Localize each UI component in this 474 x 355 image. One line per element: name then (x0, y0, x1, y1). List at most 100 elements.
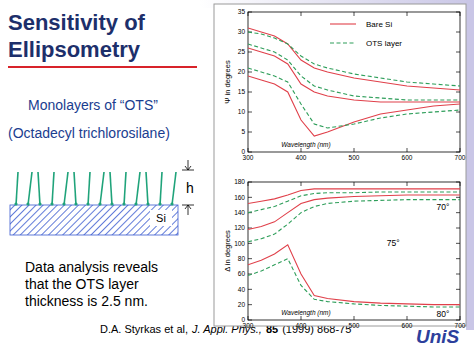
chart: 300400500600700020406080100120140160180Δ… (223, 178, 466, 329)
y-tick (456, 274, 460, 275)
series-line (248, 44, 460, 100)
series-line (248, 195, 460, 230)
molecule-head (26, 202, 29, 205)
title: Sensitivity ofEllipsometry (8, 10, 146, 62)
y-tick (248, 112, 252, 113)
molecule (64, 172, 68, 205)
height-label: h (186, 180, 194, 196)
y-tick (248, 289, 252, 290)
x-tick (407, 316, 408, 320)
y-tick-label: 120 (234, 224, 245, 231)
y-tick (456, 197, 460, 198)
series-line (248, 259, 460, 307)
y-tick (248, 320, 252, 321)
series-line (248, 68, 460, 128)
x-tick (460, 12, 461, 16)
molecule-head (86, 202, 89, 205)
h-arrow (188, 205, 189, 215)
molecule-head (98, 202, 101, 205)
x-tick-label: 400 (296, 154, 307, 161)
x-tick-label: 600 (402, 322, 413, 329)
title-underline (8, 66, 197, 68)
x-axis-label: Wavelength (nm) (281, 141, 330, 149)
y-tick-label: 100 (234, 240, 245, 247)
h-arrow (188, 160, 189, 170)
y-tick (248, 258, 252, 259)
chart: 30040050060070005101520253035Ψ in degree… (223, 8, 466, 161)
conclusion-line: that the OTS layer (25, 276, 139, 292)
conclusion-line: Data analysis reveals (25, 259, 158, 275)
legend-swatch (330, 42, 356, 43)
y-tick (456, 258, 460, 259)
x-tick (248, 182, 249, 186)
y-tick-label: 20 (238, 301, 246, 308)
plot-frame (248, 12, 460, 152)
y-tick-label: 35 (238, 8, 246, 15)
x-tick-label: 700 (455, 154, 466, 161)
x-tick (407, 182, 408, 186)
legend-swatch (330, 23, 356, 24)
y-tick (456, 228, 460, 229)
annotation: 70° (437, 202, 450, 212)
title-line: Ellipsometry (8, 37, 141, 62)
conclusion-line: thickness is 2.5 nm. (25, 293, 148, 309)
y-tick (248, 182, 252, 183)
subtitle-detail: (Octadecyl trichlorosilane) (8, 125, 170, 141)
molecule (52, 172, 54, 205)
y-tick-label: 15 (238, 88, 246, 95)
x-tick-label: 500 (349, 322, 360, 329)
molecule (110, 172, 112, 205)
molecule (160, 172, 162, 205)
x-tick-label: 400 (296, 322, 307, 329)
y-tick (456, 52, 460, 53)
h-arrow (185, 166, 191, 170)
molecule (16, 172, 18, 205)
substrate (10, 205, 178, 235)
chart-panel (214, 4, 466, 326)
x-tick (354, 182, 355, 186)
y-tick (248, 243, 252, 244)
y-tick (456, 92, 460, 93)
x-tick (460, 182, 461, 186)
y-tick-label: 180 (234, 178, 245, 185)
y-tick-label: 30 (238, 28, 246, 35)
series-line (248, 200, 460, 242)
y-tick-label: 60 (238, 270, 246, 277)
y-tick (456, 32, 460, 33)
molecule-head (134, 202, 137, 205)
x-axis-label: Wavelength (nm) (281, 309, 330, 317)
side-band (466, 0, 474, 330)
molecule (136, 172, 140, 205)
molecule-head (62, 202, 65, 205)
molecule-head (122, 202, 125, 205)
x-tick (248, 148, 249, 152)
y-tick (456, 132, 460, 133)
y-tick (248, 72, 252, 73)
lines (248, 189, 460, 307)
lines (248, 28, 460, 136)
y-tick-label: 80 (238, 255, 246, 262)
y-tick (456, 12, 460, 13)
legend-label: Bare Si (366, 20, 392, 29)
x-tick (301, 12, 302, 16)
y-tick (456, 72, 460, 73)
x-tick (301, 316, 302, 320)
x-tick-label: 500 (349, 154, 360, 161)
molecule (74, 172, 76, 205)
x-tick (301, 182, 302, 186)
x-tick (407, 148, 408, 152)
legend-label: OTS layer (366, 39, 402, 48)
si-label-box (150, 210, 172, 226)
x-tick (407, 12, 408, 16)
y-tick-label: 40 (238, 286, 246, 293)
molecule-head (158, 202, 161, 205)
x-tick (354, 316, 355, 320)
y-axis-label: Δ in degrees (223, 230, 232, 272)
y-tick-label: 25 (238, 48, 246, 55)
y-tick (456, 212, 460, 213)
y-tick (248, 52, 252, 53)
molecule-head (170, 202, 173, 205)
x-tick (460, 316, 461, 320)
molecule-head (146, 202, 149, 205)
y-tick-label: 0 (241, 316, 245, 323)
